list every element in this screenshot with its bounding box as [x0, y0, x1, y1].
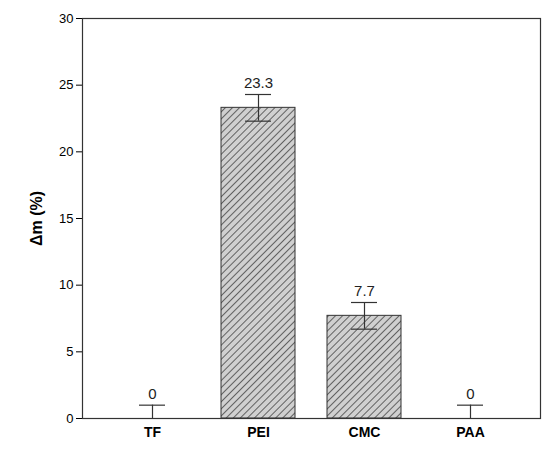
svg-text:25: 25 [59, 77, 73, 92]
svg-text:0: 0 [148, 385, 156, 402]
svg-text:30: 30 [59, 11, 73, 26]
svg-text:5: 5 [66, 344, 73, 359]
svg-text:23.3: 23.3 [244, 74, 273, 91]
svg-text:10: 10 [59, 277, 73, 292]
svg-text:15: 15 [59, 211, 73, 226]
svg-text:PAA: PAA [456, 424, 485, 440]
svg-text:CMC: CMC [349, 424, 381, 440]
svg-text:Δm (%): Δm (%) [28, 191, 45, 246]
svg-text:0: 0 [66, 411, 73, 426]
svg-text:20: 20 [59, 144, 73, 159]
svg-text:7.7: 7.7 [354, 282, 375, 299]
svg-text:0: 0 [466, 385, 474, 402]
svg-text:PEI: PEI [247, 424, 270, 440]
svg-text:TF: TF [144, 424, 162, 440]
